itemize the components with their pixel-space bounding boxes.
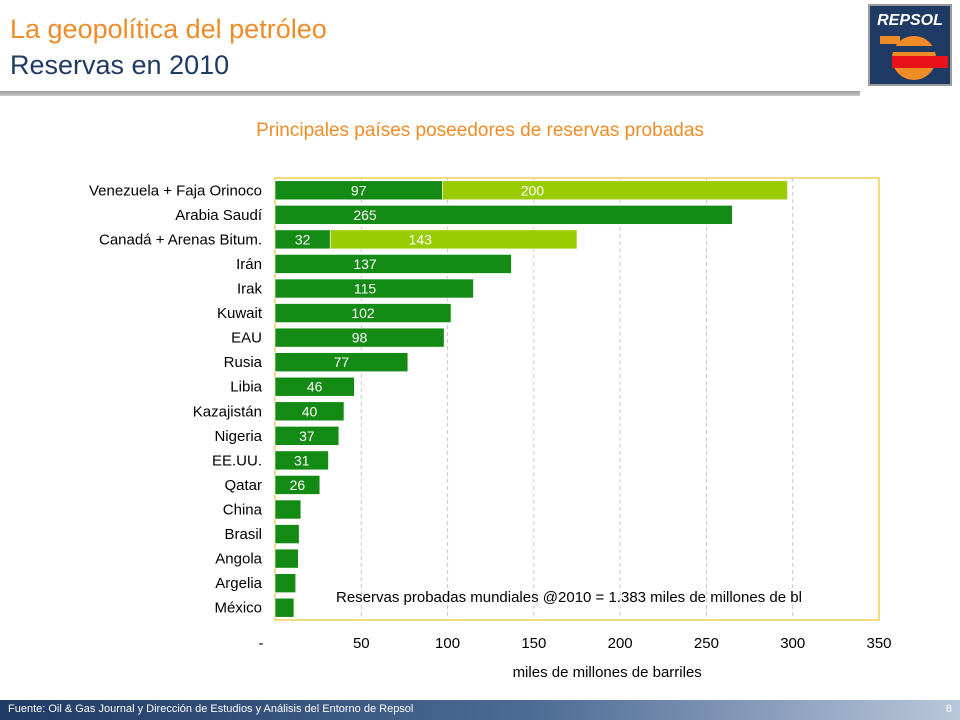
repsol-logo-mark-icon xyxy=(880,36,948,80)
x-tick-label: 100 xyxy=(435,635,460,652)
data-label: 137 xyxy=(353,256,377,272)
category-label: Irán xyxy=(236,256,262,273)
bar xyxy=(329,229,578,250)
bar xyxy=(274,475,321,495)
category-label: Nigeria xyxy=(214,428,262,445)
x-tick-label: 50 xyxy=(353,635,370,652)
logo-text: REPSOL xyxy=(877,12,943,29)
data-label: 40 xyxy=(302,403,318,419)
bar xyxy=(442,180,788,201)
category-label: Irak xyxy=(237,281,263,298)
plot-area-border xyxy=(274,177,880,621)
bar xyxy=(274,426,340,446)
data-label: 102 xyxy=(351,305,375,321)
data-label: 26 xyxy=(290,477,306,493)
category-label: Kuwait xyxy=(217,305,263,322)
bar xyxy=(274,254,512,274)
header-divider xyxy=(0,91,860,96)
bar xyxy=(274,376,355,397)
x-axis-label: miles de millones de barriles xyxy=(513,664,702,681)
bar xyxy=(274,524,300,544)
category-label: Libia xyxy=(230,379,262,396)
data-label: 98 xyxy=(352,330,368,346)
data-label: 32 xyxy=(295,231,311,247)
category-label: México xyxy=(214,600,262,617)
x-tick-label: 200 xyxy=(608,635,633,652)
data-label: 31 xyxy=(294,452,310,468)
category-label: Canadá + Arenas Bitum. xyxy=(99,231,262,248)
chart-annotation: Reservas probadas mundiales @2010 = 1.38… xyxy=(336,589,802,606)
chart-title: Principales países poseedores de reserva… xyxy=(256,120,704,141)
category-label: EE.UU. xyxy=(212,452,262,469)
x-tick-label: - xyxy=(259,635,264,652)
category-label: China xyxy=(223,502,263,519)
category-label: Brasil xyxy=(224,526,262,543)
slide-subtitle: Reservas en 2010 xyxy=(10,50,230,80)
bar xyxy=(274,278,474,299)
bar xyxy=(274,205,733,225)
data-label: 200 xyxy=(521,182,545,198)
x-tick-label: 300 xyxy=(780,635,805,652)
data-label: 143 xyxy=(409,231,433,247)
repsol-logo: REPSOL xyxy=(868,4,952,86)
reserves-bar-chart: - 50 100 150 200 250 300 350 miles de millones d… xyxy=(89,177,892,681)
x-tick-label: 350 xyxy=(866,635,891,652)
bar xyxy=(274,499,302,520)
category-label: Rusia xyxy=(224,354,263,371)
bar xyxy=(274,573,297,593)
data-label: 77 xyxy=(334,354,350,370)
category-label: EAU xyxy=(231,330,262,347)
data-label: 115 xyxy=(354,281,377,297)
bar xyxy=(274,352,409,372)
data-label: 97 xyxy=(351,182,367,198)
category-label: Venezuela + Faja Orinoco xyxy=(89,182,262,199)
bar xyxy=(274,548,299,569)
bar xyxy=(274,450,329,471)
x-tick-label: 150 xyxy=(521,635,546,652)
data-label: 37 xyxy=(299,428,315,444)
footer-bar: Fuente: Oil & Gas Journal y Dirección de… xyxy=(0,700,960,720)
category-label: Kazajistán xyxy=(193,403,262,420)
x-tick-label: 250 xyxy=(694,635,719,652)
category-label: Arabia Saudí xyxy=(175,207,263,224)
category-label: Qatar xyxy=(224,477,262,494)
category-label: Argelia xyxy=(215,575,262,592)
data-label: 265 xyxy=(353,207,377,223)
bar xyxy=(274,597,295,618)
data-label: 46 xyxy=(307,379,323,395)
source-note: Fuente: Oil & Gas Journal y Dirección de… xyxy=(8,703,414,715)
slide-title: La geopolítica del petróleo xyxy=(10,14,327,44)
page-number: 8 xyxy=(945,703,952,715)
category-label: Angola xyxy=(215,551,262,568)
bar xyxy=(274,327,445,348)
bar xyxy=(274,303,452,323)
bar xyxy=(274,401,345,422)
